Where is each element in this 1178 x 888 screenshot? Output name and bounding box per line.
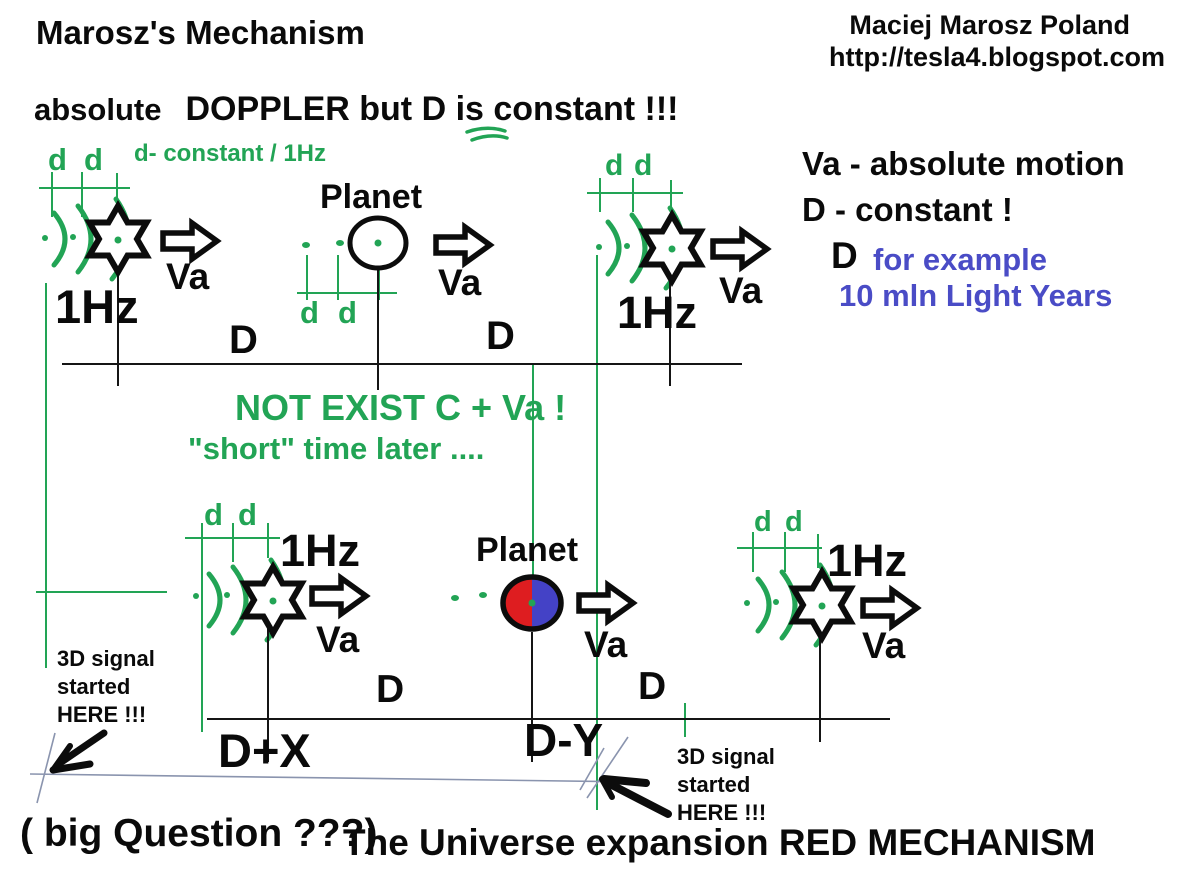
- legend-d-symbol: D: [831, 235, 858, 276]
- signal-line: HERE !!!: [677, 800, 767, 825]
- signal-line: started: [57, 674, 131, 699]
- velocity-arrow-bottom-left-icon: [312, 578, 366, 614]
- planet-label: Planet: [320, 178, 423, 216]
- d-label: d: [300, 295, 319, 330]
- distance-label: D: [376, 668, 405, 711]
- legend-va: Va - absolute motion: [802, 145, 1125, 182]
- d-label: d: [785, 506, 803, 538]
- pointer-arrow-left-icon: [49, 729, 108, 774]
- velocity-label: Va: [316, 619, 360, 660]
- velocity-label: Va: [438, 262, 482, 303]
- legend-d: D - constant !: [802, 191, 1013, 228]
- d-label: d: [238, 497, 257, 532]
- distance-label: D: [638, 665, 667, 708]
- page-title: Marosz's Mechanism: [36, 14, 365, 51]
- big-question-note: ( big Question ???): [20, 812, 378, 855]
- subtitle: absolute DOPPLER but D is constant !!!: [34, 92, 678, 126]
- d-label: d: [634, 149, 653, 182]
- span-label-dy: D-Y: [524, 714, 604, 766]
- green-underline-squiggle: [465, 126, 509, 142]
- velocity-arrow-bottom-planet-icon: [579, 585, 633, 621]
- signal-line: started: [677, 772, 751, 797]
- ruler-top-right: [587, 178, 683, 212]
- signal-line: 3D signal: [57, 646, 155, 671]
- frequency-label: 1Hz: [827, 535, 908, 586]
- not-exist-note: NOT EXIST C + Va !: [235, 387, 567, 428]
- signal-note-left: 3D signal started HERE !!!: [57, 645, 155, 729]
- distance-label: D: [486, 314, 515, 358]
- ruler-bottom-right: [737, 532, 822, 572]
- planet-label: Planet: [476, 531, 579, 569]
- span-label-dx: D+X: [218, 724, 311, 777]
- subtitle-prefix: absolute: [34, 92, 162, 127]
- signal-line: HERE !!!: [57, 702, 147, 727]
- velocity-arrow-top-planet-icon: [436, 227, 490, 263]
- frequency-label: 1Hz: [280, 525, 361, 576]
- velocity-arrow-top-left-icon: [163, 223, 217, 259]
- author-name: Maciej Marosz Poland: [849, 10, 1130, 40]
- footer-title: The Universe expansion RED MECHANISM: [343, 822, 1096, 863]
- short-time-note: "short" time later ....: [188, 431, 485, 466]
- legend-example-value: 10 mln Light Years: [839, 278, 1113, 313]
- website-url: http://tesla4.blogspot.com: [828, 42, 1165, 72]
- star-center-dots: [114, 236, 826, 610]
- velocity-label: Va: [584, 624, 628, 665]
- distance-label: D: [229, 318, 258, 362]
- pointer-arrow-right-icon: [599, 775, 672, 818]
- subtitle-main: DOPPLER but D is constant !!!: [185, 90, 679, 128]
- frequency-label: 1Hz: [617, 287, 698, 338]
- planet-top-icon: [302, 215, 409, 271]
- velocity-arrow-bottom-right-icon: [863, 590, 917, 626]
- signal-line: 3D signal: [677, 744, 775, 769]
- signal-note-right: 3D signal started HERE !!!: [677, 743, 775, 827]
- d-label: d: [84, 142, 103, 177]
- worldline-and-hatches: [29, 732, 644, 804]
- velocity-label: Va: [719, 270, 763, 311]
- ruler-bottom-left: [185, 523, 280, 732]
- d-label: d: [204, 497, 223, 532]
- d-label: d: [754, 506, 772, 538]
- legend-example-label: for example: [873, 242, 1048, 277]
- d-label: d: [605, 149, 624, 182]
- d-constant-note: d- constant / 1Hz: [134, 140, 327, 167]
- velocity-label: Va: [862, 625, 906, 666]
- planet-bottom-icon: [451, 574, 564, 632]
- frequency-label: 1Hz: [55, 280, 139, 333]
- d-label: d: [338, 295, 357, 330]
- velocity-arrow-top-right-icon: [713, 231, 767, 267]
- d-label: d: [48, 142, 67, 177]
- velocity-label: Va: [166, 256, 210, 297]
